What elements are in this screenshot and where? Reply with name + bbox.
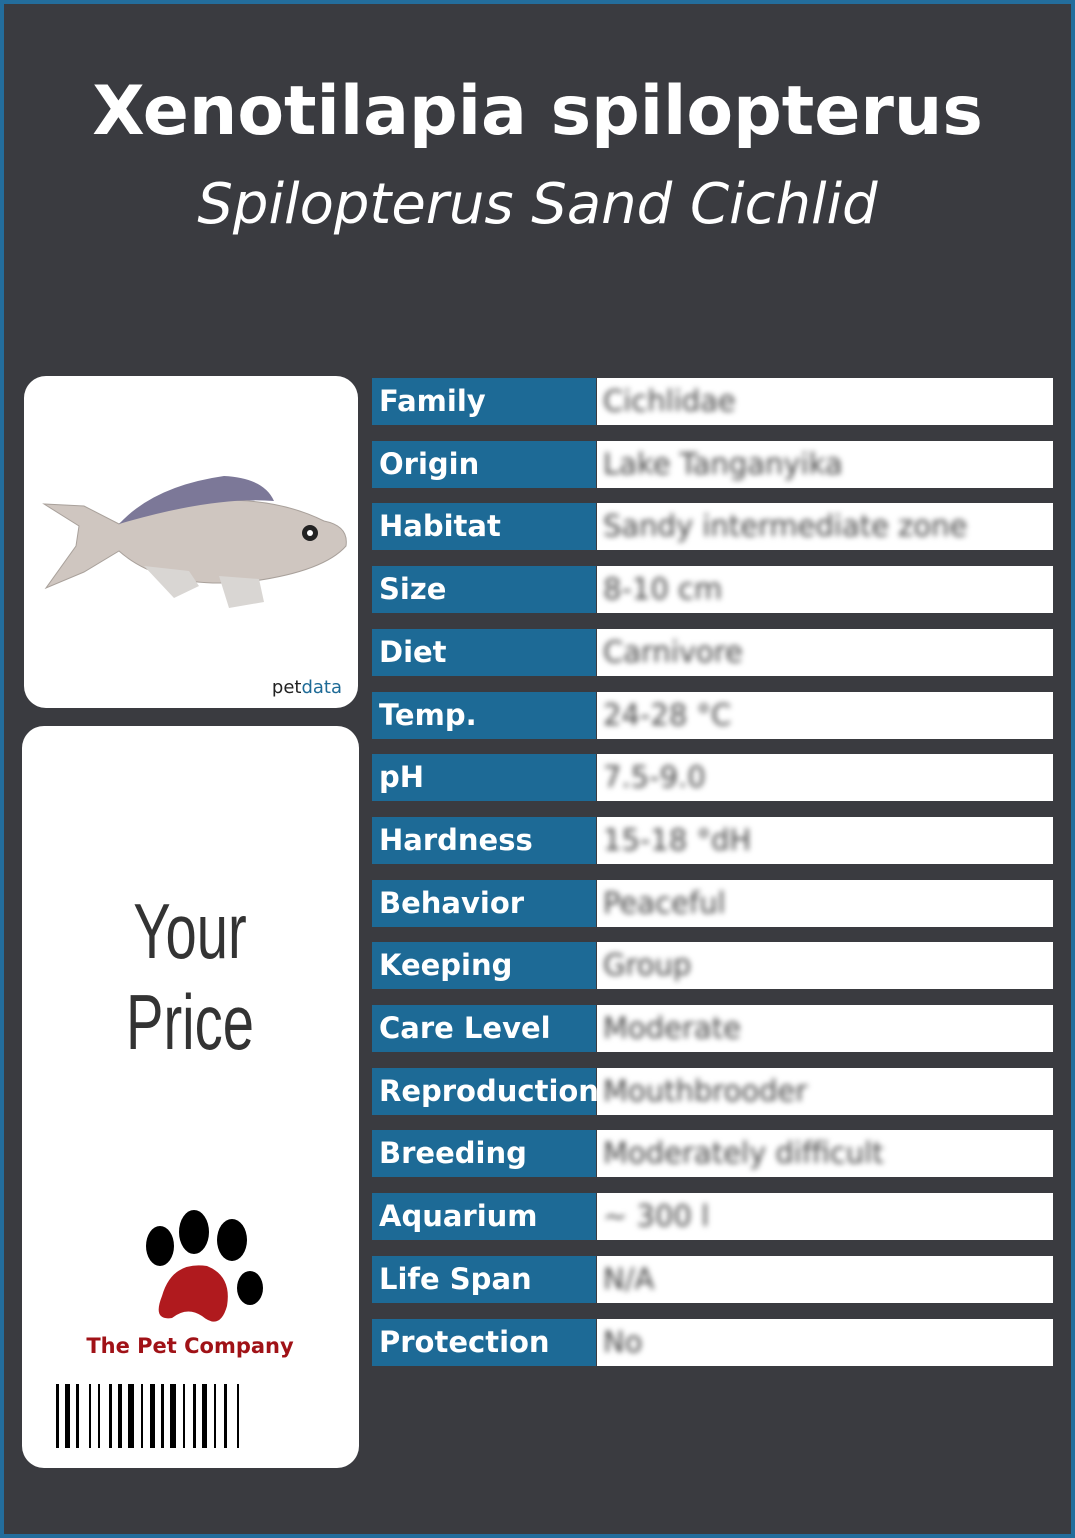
row-label: Care Level <box>372 1005 596 1052</box>
row-label: Origin <box>372 440 596 488</box>
row-value: Peaceful <box>597 879 1053 927</box>
barcode-bar <box>109 1384 112 1448</box>
row-value: Carnivore <box>597 628 1053 676</box>
barcode-bar <box>141 1384 143 1448</box>
title: Xenotilapia spilopterus <box>92 72 983 151</box>
row-label: Diet <box>372 628 596 676</box>
row-value: 8-10 cm <box>597 566 1053 614</box>
row-label: Keeping <box>372 942 596 990</box>
row-label: Reproduction <box>372 1067 599 1115</box>
value-text: No <box>603 1324 643 1359</box>
value-text: Carnivore <box>603 634 743 669</box>
barcode-bar <box>118 1384 122 1448</box>
barcode-bar <box>161 1384 164 1448</box>
value-text: Sandy intermediate zone <box>603 509 968 544</box>
subtitle: Spilopterus Sand Cichlid <box>197 172 878 237</box>
barcode-bar <box>76 1384 79 1448</box>
barcode-bar <box>214 1384 216 1448</box>
image-card: petdata <box>24 376 358 708</box>
row-label: Hardness <box>372 816 596 864</box>
row-value: Lake Tanganyika <box>597 440 1053 488</box>
value-text: Peaceful <box>603 885 726 920</box>
row-value: Moderately difficult <box>597 1130 1053 1178</box>
value-text: ~ 300 l <box>603 1199 710 1234</box>
row-value: 7.5-9.0 <box>597 754 1053 802</box>
barcode-bar <box>150 1384 155 1448</box>
value-text: 24-28 °C <box>603 697 732 732</box>
row-label: Life Span <box>372 1255 596 1303</box>
barcode <box>56 1384 239 1448</box>
row-value: 24-28 °C <box>597 691 1053 739</box>
barcode-bar <box>202 1384 207 1448</box>
row-label: Habitat <box>372 503 596 551</box>
price: Your Price <box>126 887 254 1066</box>
value-text: Group <box>603 948 692 983</box>
row-value: Group <box>597 942 1053 990</box>
barcode-bar <box>193 1384 196 1448</box>
barcode-bar <box>224 1384 227 1448</box>
logo-suffix: data <box>301 677 342 698</box>
paw-icon <box>146 1210 263 1322</box>
price-card: Your Price The Pet Company <box>22 726 359 1468</box>
barcode-bar <box>65 1384 70 1448</box>
row-value: Cichlidae <box>597 378 1053 425</box>
barcode-bar <box>98 1384 100 1448</box>
row-label: Breeding <box>372 1130 596 1178</box>
barcode-bar <box>56 1384 59 1448</box>
barcode-bar <box>183 1384 185 1448</box>
row-label: Temp. <box>372 691 596 739</box>
value-text: 8-10 cm <box>603 572 723 607</box>
value-text: 15-18 °dH <box>603 822 752 857</box>
row-value: Moderate <box>597 1005 1053 1052</box>
value-text: Cichlidae <box>603 384 736 418</box>
value-text: 7.5-9.0 <box>603 760 706 795</box>
logo-prefix: pet <box>271 677 302 698</box>
fish-image <box>42 476 347 608</box>
company-name: The Pet Company <box>86 1334 294 1358</box>
barcode-bar <box>237 1384 239 1448</box>
barcode-bar <box>89 1384 91 1448</box>
row-label: Family <box>372 378 596 425</box>
barcode-bar <box>128 1384 134 1448</box>
row-value: 15-18 °dH <box>597 816 1053 864</box>
row-label: Protection <box>372 1318 596 1366</box>
barcode-bar <box>170 1384 176 1448</box>
row-value: ~ 300 l <box>597 1193 1053 1241</box>
logo: petdata <box>272 677 342 698</box>
row-value: Sandy intermediate zone <box>597 503 1053 551</box>
value-text: N/A <box>603 1261 655 1296</box>
value-text: Moderately difficult <box>603 1136 884 1171</box>
row-value: Mouthbrooder <box>597 1067 1053 1115</box>
value-text: Lake Tanganyika <box>603 446 843 481</box>
row-value: No <box>597 1318 1053 1366</box>
row-label: Behavior <box>372 879 596 927</box>
row-label: pH <box>372 754 596 802</box>
value-text: Mouthbrooder <box>603 1073 808 1108</box>
row-value: N/A <box>597 1255 1053 1303</box>
row-label: Size <box>372 566 596 614</box>
value-text: Moderate <box>603 1011 741 1045</box>
row-label: Aquarium <box>372 1193 596 1241</box>
